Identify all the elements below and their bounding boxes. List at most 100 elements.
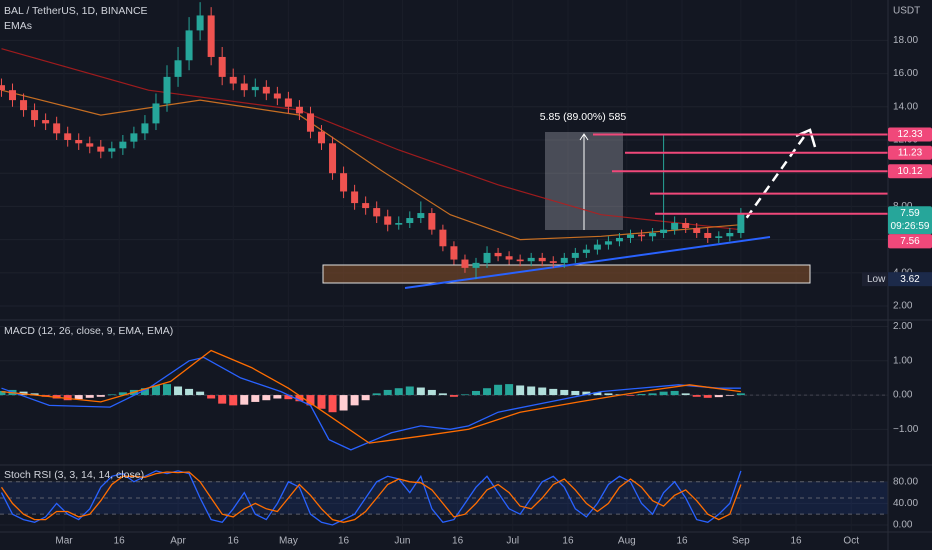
- histogram-bar: [30, 393, 39, 396]
- histogram-bar: [328, 395, 337, 413]
- candle-body: [340, 173, 348, 192]
- histogram-bar: [582, 391, 591, 396]
- x-tick-label: Jul: [506, 536, 519, 547]
- ema-line: [1, 89, 741, 241]
- y-tick-label: 14.00: [893, 101, 918, 112]
- y-tick-label: 0.00: [893, 390, 913, 401]
- last-price-box: [888, 206, 932, 235]
- candle-body: [295, 106, 303, 114]
- level-box: [888, 145, 932, 160]
- y-tick-label: 16.00: [893, 68, 918, 79]
- candle-body: [571, 252, 579, 258]
- measure-arrow-head: [579, 133, 589, 141]
- histogram-bar: [185, 388, 194, 396]
- candle-body: [494, 252, 502, 257]
- candle-body: [737, 213, 745, 233]
- histogram-bar: [736, 393, 745, 396]
- last-price-label: 7.59: [900, 208, 920, 219]
- candle-body: [582, 249, 590, 253]
- x-tick-label: May: [279, 536, 298, 547]
- level-box: [888, 234, 932, 249]
- histogram-bar: [659, 391, 668, 396]
- y-tick-label: −1.00: [893, 424, 919, 435]
- candle-body: [273, 93, 281, 99]
- candle-body: [615, 237, 623, 242]
- histogram-bar: [527, 386, 536, 396]
- stoch-title: Stoch RSI (3, 3, 14, 14, close): [4, 469, 144, 481]
- candle-body: [527, 257, 535, 262]
- histogram-bar: [670, 390, 679, 396]
- candle-body: [593, 244, 601, 250]
- histogram-bar: [538, 387, 547, 396]
- candle-body: [97, 146, 105, 152]
- histogram-bar: [593, 392, 602, 396]
- histogram-bar: [273, 395, 282, 399]
- candle-body: [505, 256, 513, 260]
- candle-body: [141, 123, 149, 134]
- candle-body: [31, 110, 39, 121]
- histogram-bar: [626, 395, 635, 396]
- y-tick-label: 2.00: [893, 301, 913, 312]
- candle-body: [406, 218, 414, 224]
- x-tick-label: Mar: [55, 536, 73, 547]
- histogram-bar: [63, 395, 72, 401]
- candle-body: [86, 143, 94, 147]
- histogram-bar: [229, 395, 238, 406]
- histogram-bar: [140, 388, 149, 396]
- grid: [0, 39, 888, 526]
- histogram-bar: [284, 395, 293, 400]
- candle-body: [627, 234, 635, 238]
- candle-body: [726, 232, 734, 237]
- histogram-bar: [505, 384, 514, 396]
- low-box: [888, 272, 932, 287]
- ema-line: [1, 48, 741, 231]
- low-tag-bg: [862, 272, 888, 287]
- candle-body: [130, 133, 138, 142]
- candle-body: [384, 216, 392, 225]
- histogram-bar: [449, 395, 458, 397]
- candle-body: [682, 223, 690, 229]
- histogram-bar: [196, 391, 205, 396]
- candle-body: [152, 103, 160, 124]
- candle-body: [538, 257, 546, 262]
- histogram-bar: [74, 395, 83, 400]
- histogram-bar: [207, 395, 216, 399]
- currency-label: USDT: [893, 6, 920, 17]
- y-tick-label: 1.00: [893, 355, 913, 366]
- x-tick-label: 16: [228, 536, 240, 547]
- histogram-bar: [494, 384, 503, 396]
- histogram-bar: [438, 393, 447, 396]
- candle-body: [516, 259, 524, 262]
- candle-body: [240, 83, 248, 91]
- histogram-bar: [703, 395, 712, 398]
- candle-body: [207, 15, 215, 57]
- histogram-bar: [85, 395, 94, 398]
- histogram-bar: [681, 393, 690, 396]
- trend-line: [404, 236, 771, 289]
- histogram-bar: [549, 388, 558, 396]
- y-tick-label: 18.00: [893, 35, 918, 46]
- y-tick-label: 0.00: [893, 520, 913, 531]
- candle-body: [318, 131, 326, 144]
- candle-body: [373, 208, 381, 217]
- low-value-label: 3.62: [900, 274, 920, 285]
- chart-title: BAL / TetherUS, 1D, BINANCE: [4, 5, 148, 17]
- candle-body: [75, 139, 83, 144]
- low-tag: Low: [867, 274, 886, 285]
- candle-body: [472, 262, 480, 268]
- candle-body: [284, 98, 292, 107]
- level-label: 11.23: [898, 147, 923, 158]
- candle-body: [163, 76, 171, 104]
- level-label: 7.56: [900, 236, 920, 247]
- stoch-line: [0, 470, 742, 526]
- histogram-bar: [350, 395, 359, 406]
- countdown-label: 09:26:59: [891, 221, 930, 232]
- histogram-bar: [637, 394, 646, 396]
- histogram-bar: [107, 394, 116, 396]
- candle-body: [196, 15, 204, 31]
- histogram-bar: [339, 395, 348, 411]
- x-tick-label: 16: [676, 536, 688, 547]
- x-tick-label: 16: [790, 536, 802, 547]
- histogram-bar: [317, 395, 326, 409]
